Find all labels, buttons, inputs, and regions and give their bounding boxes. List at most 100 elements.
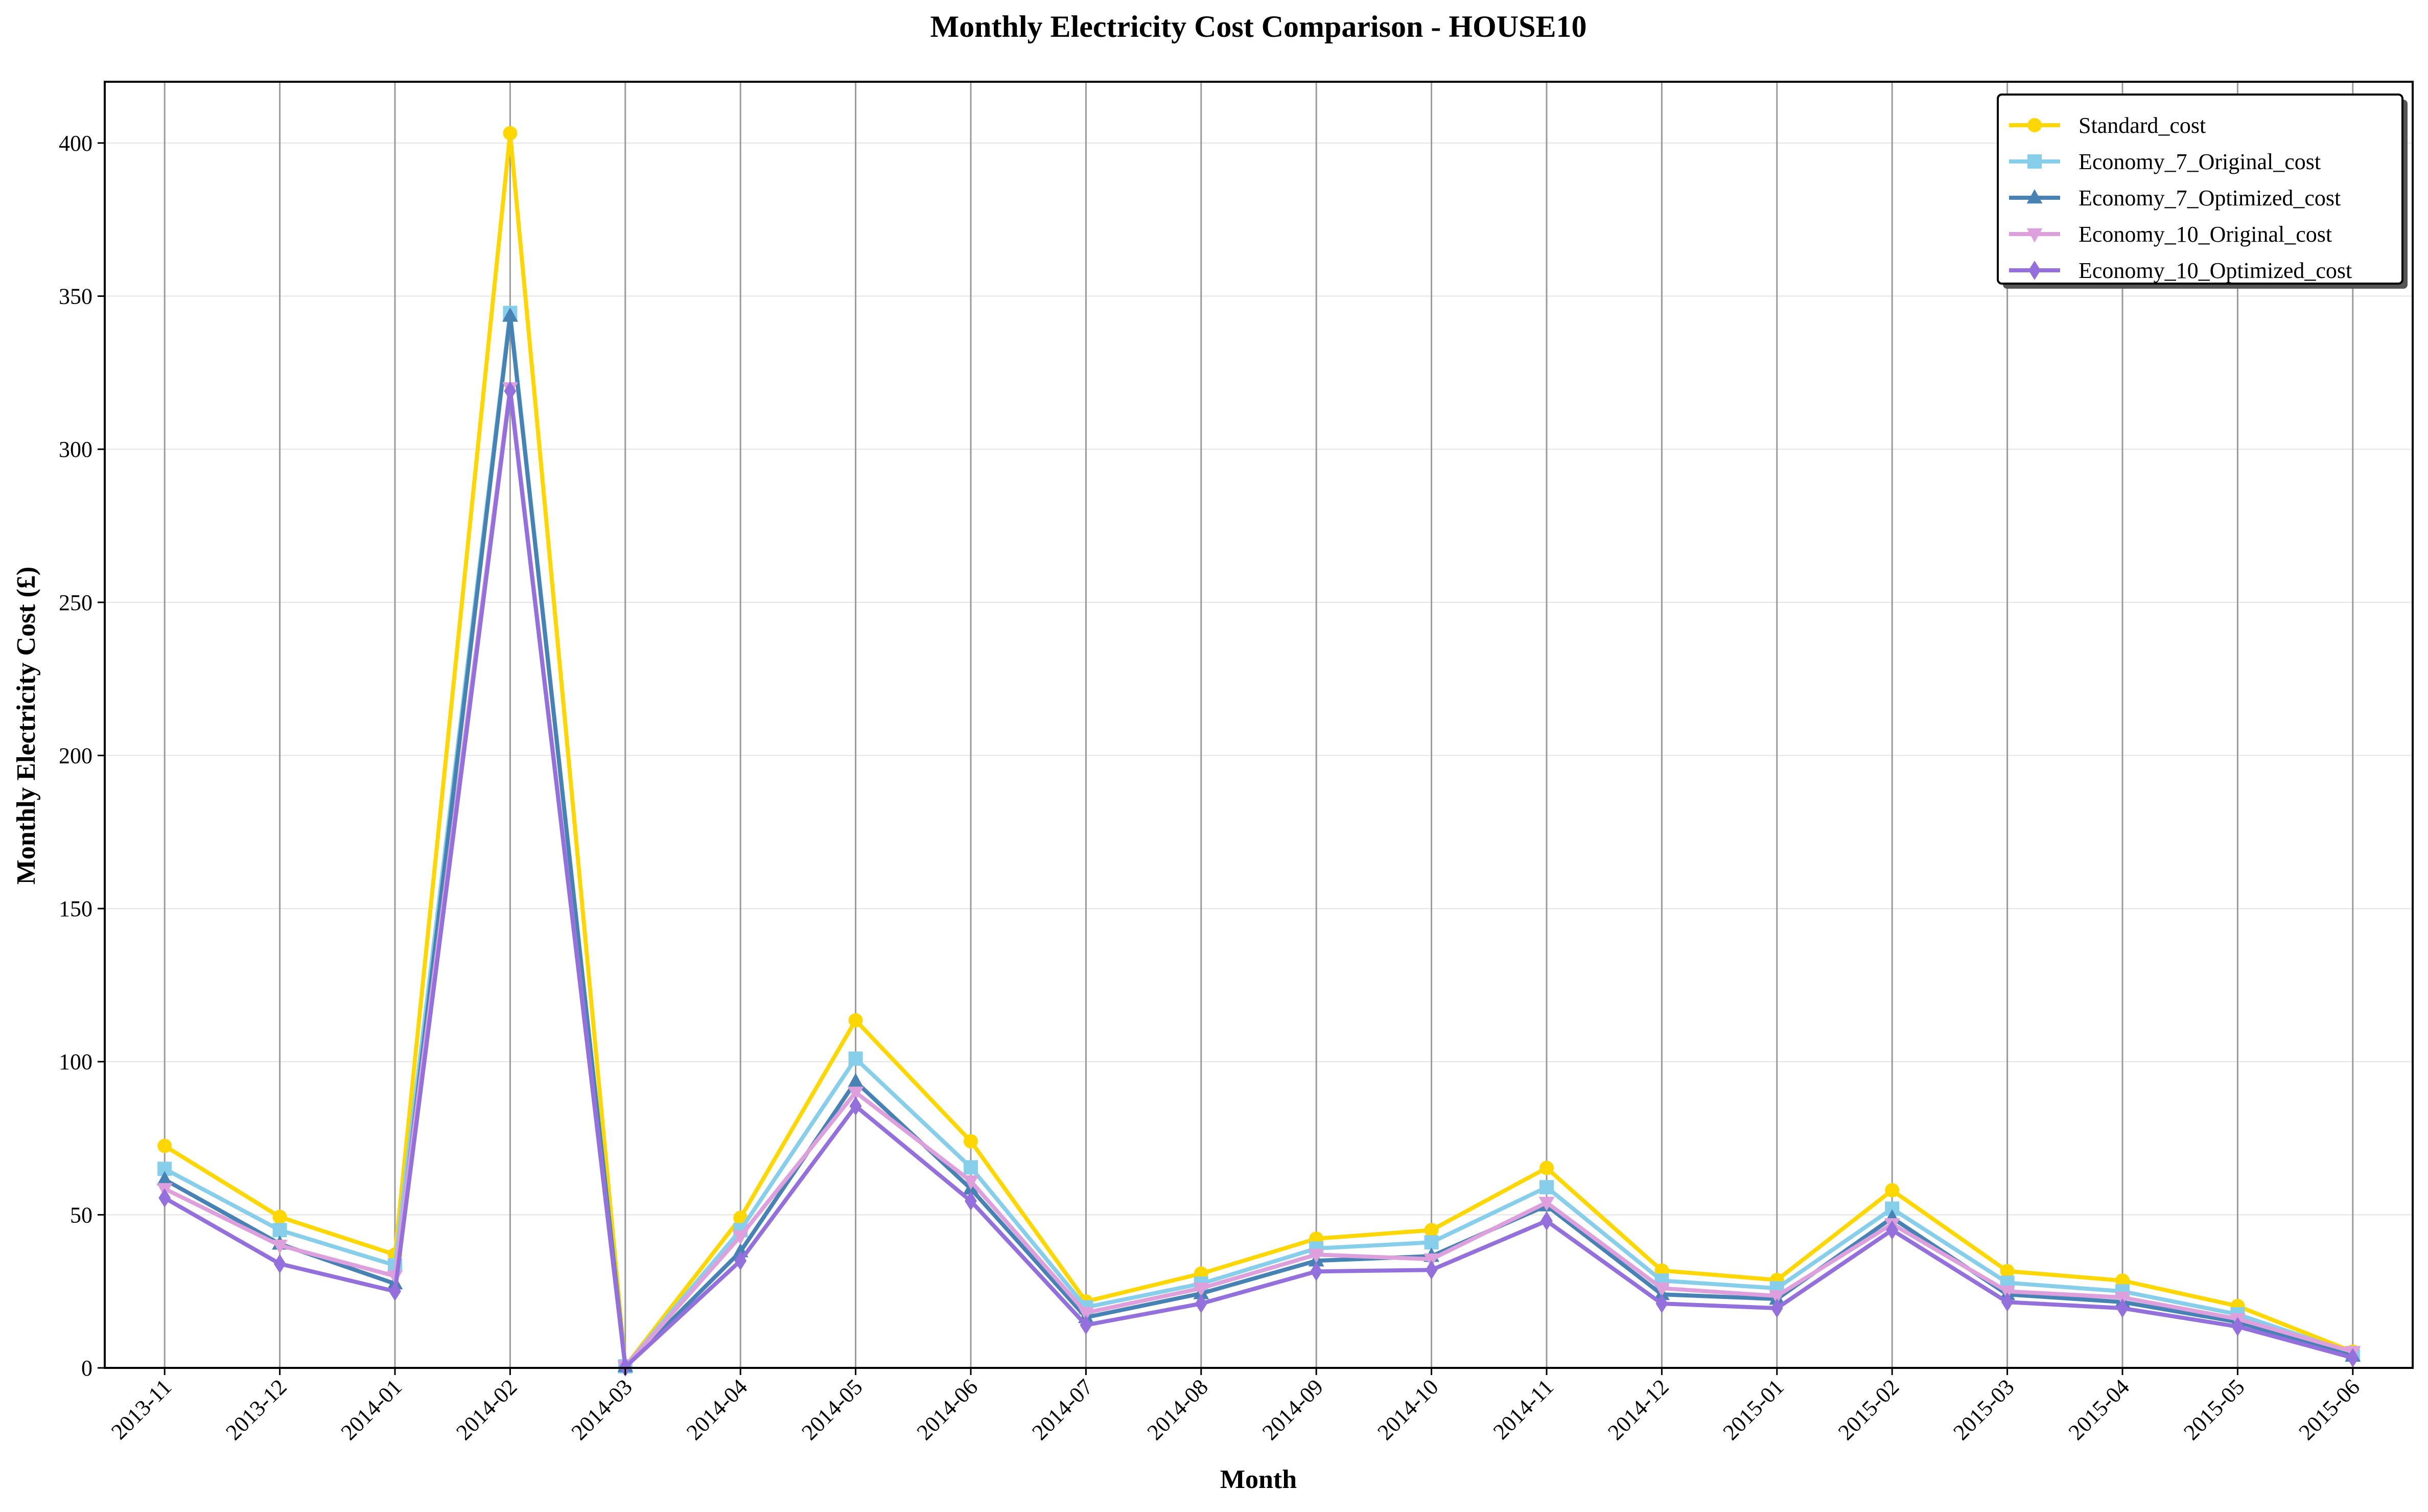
x-tick-label: 2014-08 [1142,1374,1213,1445]
legend-item: Economy_10_Original_cost [2009,222,2332,247]
x-tick-label: 2013-12 [221,1374,291,1445]
data-point [1424,1235,1439,1250]
data-point [963,1175,979,1190]
data-point [158,1188,171,1208]
legend-label: Economy_10_Optimized_cost [2079,258,2352,283]
chart-title: Monthly Electricity Cost Comparison - HO… [930,10,1587,43]
x-tick-label: 2014-07 [1027,1374,1098,1445]
y-tick-label: 0 [81,1356,92,1381]
legend-marker [2026,189,2043,204]
legend-item: Standard_cost [2009,113,2206,138]
x-tick-label: 2014-12 [1603,1374,1673,1445]
x-tick-label: 2015-06 [2294,1374,2365,1445]
legend-label: Economy_7_Original_cost [2079,149,2321,174]
data-point [848,1086,864,1101]
data-point [273,1254,286,1274]
y-tick-label: 200 [59,743,92,768]
series-Economy_7_Original_cost [157,306,2360,1374]
x-tick-label: 2015-03 [1948,1374,2019,1445]
x-tick-label: 2014-06 [912,1374,983,1445]
data-point [1195,1294,1207,1314]
grid-layer [105,82,2413,1368]
y-tick-label: 100 [59,1050,92,1075]
data-point [848,1073,864,1087]
x-tick-label: 2015-04 [2064,1374,2134,1445]
y-tick-label: 300 [59,437,92,462]
series-layer [156,126,2361,1377]
x-tick-label: 2014-11 [1488,1374,1558,1444]
series-line [164,314,2353,1369]
legend-label: Economy_10_Original_cost [2079,222,2332,247]
data-point [502,307,518,322]
data-point [2346,1348,2359,1368]
data-point [965,1191,977,1211]
data-point [1308,1249,1324,1264]
data-point [732,1230,749,1245]
data-point [964,1160,978,1175]
data-point [1653,1282,1670,1297]
y-tick-label: 350 [59,284,92,309]
data-point [848,1051,863,1066]
x-tick-label: 2014-03 [567,1374,637,1445]
x-tick-label: 2014-02 [451,1374,522,1445]
data-point [1539,1180,1554,1195]
x-axis-title: Month [1220,1465,1297,1494]
data-point [272,1223,287,1238]
data-point [1769,1290,1785,1305]
x-tick-label: 2015-05 [2179,1374,2249,1445]
series-Economy_7_Optimized_cost [156,307,2361,1373]
legend-marker [2028,261,2041,280]
legend-item: Economy_10_Optimized_cost [2009,258,2352,283]
legend-marker [2026,228,2043,243]
data-point [2116,1298,2129,1318]
data-point [2000,1264,2015,1278]
legend-marker [2027,118,2042,132]
x-tick-label: 2014-04 [682,1374,752,1445]
x-tick-label: 2014-01 [336,1374,407,1445]
legend-marker [2027,154,2042,169]
y-tick-label: 150 [59,896,92,921]
legend-item: Economy_7_Original_cost [2009,149,2321,174]
series-line [164,131,2354,1369]
data-point [389,1282,401,1301]
y-axis-title: Monthly Electricity Cost (£) [12,567,41,885]
data-point [504,381,517,401]
data-point [964,1134,978,1149]
data-point [1080,1315,1092,1335]
data-point [1310,1262,1323,1282]
data-point [1770,1298,1783,1318]
data-point [503,126,518,141]
data-point [848,1013,863,1028]
legend-item: Economy_7_Optimized_cost [2009,185,2341,211]
data-point [1425,1260,1438,1280]
series-Standard_cost [157,126,2360,1374]
plot-frame [104,81,2414,1369]
x-tick-label: 2014-05 [797,1374,867,1445]
data-point [734,1251,747,1271]
data-point [272,1209,287,1224]
data-point [1886,1220,1899,1240]
data-point [1078,1307,1094,1321]
data-point [2231,1317,2244,1336]
data-point [1193,1282,1209,1297]
data-point [156,1171,173,1185]
x-tick-label: 2013-11 [106,1374,176,1444]
y-tick-label: 400 [59,131,92,156]
data-point [1424,1223,1439,1238]
x-tick-label: 2014-10 [1372,1374,1443,1445]
y-tick-label: 50 [70,1202,92,1227]
data-point [1540,1211,1553,1231]
series-Economy_10_Original_cost [156,382,2361,1375]
data-point [2001,1292,2014,1312]
legend-label: Standard_cost [2079,113,2206,138]
data-point [1885,1183,1900,1198]
legend-box [1997,94,2403,285]
data-point [272,1240,288,1254]
data-point [157,1138,172,1153]
data-point [1539,1160,1554,1175]
series-line [164,389,2353,1369]
data-point [849,1096,862,1116]
legend-label: Economy_7_Optimized_cost [2079,185,2341,211]
